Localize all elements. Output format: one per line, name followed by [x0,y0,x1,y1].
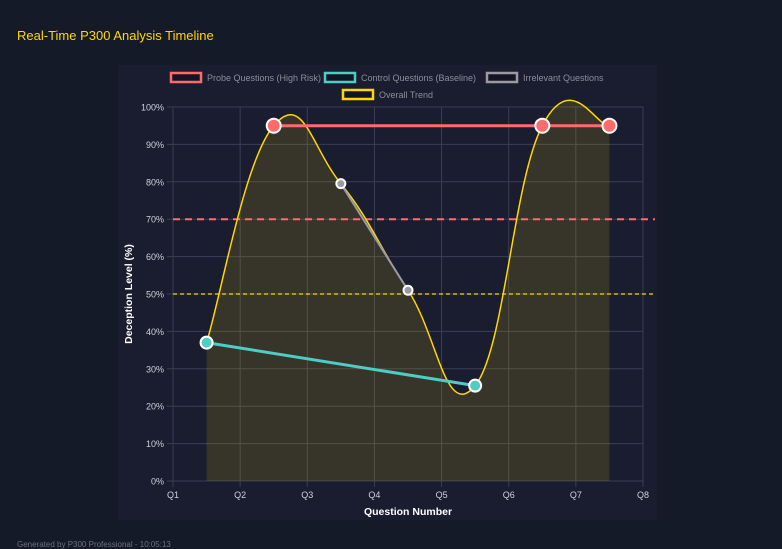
chart-panel: 0% 10% 20% 30% 40% 50% 60% 70% 80% 90% 100% Q1 Q2 Q3 Q… [118,65,657,520]
legend-swatch [169,71,203,84]
probe-data-point [265,117,282,134]
irrelevant-data-point [402,284,414,296]
legend-swatch [341,88,375,101]
x-tick-label: Q7 [570,490,582,500]
y-tick-label: 10% [146,439,164,449]
y-tick-label: 60% [146,252,164,262]
legend-swatch [323,71,357,84]
page-title: Real-Time P300 Analysis Timeline [17,28,214,43]
y-tick-label: 70% [146,215,164,225]
legend-label: Overall Trend [379,90,433,100]
x-tick-label: Q8 [637,490,649,500]
y-tick-label: 80% [146,177,164,187]
y-tick-label: 50% [146,290,164,300]
legend-swatch [485,71,519,84]
y-tick-label: 100% [141,103,164,113]
y-axis-label: Deception Level (%) [123,244,135,344]
legend-label: Control Questions (Baseline) [361,73,476,83]
x-tick-label: Q5 [436,490,448,500]
irrelevant-series-line [340,183,409,291]
control-series-line [206,341,476,388]
x-tick-label: Q3 [301,490,313,500]
x-tick-label: Q4 [368,490,380,500]
legend-label: Probe Questions (High Risk) [207,73,321,83]
probe-data-point [534,117,551,134]
x-tick-label: Q6 [503,490,515,500]
y-tick-label: 30% [146,364,164,374]
footer-text: Generated by P300 Professional - 10:05:1… [17,540,171,549]
control-data-point [199,335,214,350]
irrelevant-data-point [335,178,347,190]
control-data-point [468,378,483,393]
y-tick-label: 20% [146,402,164,412]
timeline-chart: 0% 10% 20% 30% 40% 50% 60% 70% 80% 90% 100% Q1 Q2 Q3 Q… [123,71,655,518]
y-tick-label: 40% [146,327,164,337]
y-tick-label: 90% [146,140,164,150]
y-tick-label: 0% [151,477,164,487]
probe-data-point [601,117,618,134]
legend-label: Irrelevant Questions [523,73,604,83]
x-tick-label: Q2 [234,490,246,500]
x-axis-label: Question Number [364,506,452,518]
x-tick-label: Q1 [167,490,179,500]
